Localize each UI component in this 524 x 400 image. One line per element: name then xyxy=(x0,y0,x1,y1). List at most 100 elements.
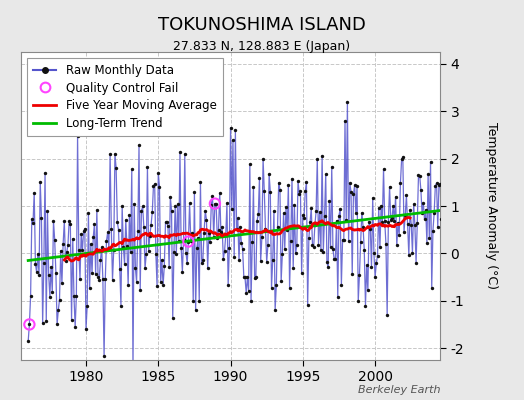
Point xyxy=(344,238,353,244)
Point xyxy=(28,216,36,222)
Point xyxy=(31,260,40,267)
Point xyxy=(256,258,265,264)
Point xyxy=(80,228,88,234)
Point xyxy=(405,252,413,259)
Point xyxy=(243,274,252,280)
Point xyxy=(148,209,157,216)
Point xyxy=(153,283,161,289)
Point xyxy=(56,296,64,303)
Point xyxy=(106,151,114,157)
Point xyxy=(302,179,311,185)
Point xyxy=(364,287,372,294)
Point xyxy=(320,213,329,220)
Point xyxy=(418,210,427,216)
Point xyxy=(283,227,291,233)
Text: 27.833 N, 128.883 E (Japan): 27.833 N, 128.883 E (Japan) xyxy=(173,40,351,53)
Point xyxy=(193,245,201,252)
Point xyxy=(365,218,373,225)
Point xyxy=(172,250,181,257)
Point xyxy=(267,285,276,291)
Point xyxy=(265,171,274,178)
Point xyxy=(325,198,334,204)
Point xyxy=(211,200,219,207)
Point xyxy=(416,172,424,179)
Point xyxy=(260,188,268,194)
Point xyxy=(397,156,406,162)
Point xyxy=(232,226,241,232)
Point xyxy=(433,224,442,230)
Point xyxy=(424,171,432,178)
Point xyxy=(179,236,188,242)
Point xyxy=(57,248,65,254)
Point xyxy=(25,321,34,328)
Point xyxy=(403,221,412,227)
Point xyxy=(187,238,195,244)
Point xyxy=(238,246,247,252)
Point xyxy=(334,294,342,300)
Point xyxy=(377,203,385,210)
Point xyxy=(420,216,429,222)
Point xyxy=(435,182,443,188)
Point xyxy=(311,222,319,229)
Point xyxy=(45,272,53,278)
Point xyxy=(93,207,101,213)
Point xyxy=(149,183,158,189)
Point xyxy=(182,250,190,256)
Point xyxy=(129,366,137,372)
Point xyxy=(184,238,193,245)
Point xyxy=(356,239,365,245)
Point xyxy=(224,282,232,288)
Point xyxy=(258,234,266,240)
Point xyxy=(253,218,261,224)
Point xyxy=(35,272,43,278)
Point xyxy=(183,260,191,267)
Point xyxy=(423,240,431,246)
Point xyxy=(191,307,200,313)
Point xyxy=(215,190,224,196)
Point xyxy=(100,353,108,360)
Point xyxy=(323,259,331,266)
Point xyxy=(212,200,220,207)
Point xyxy=(303,302,312,308)
Point xyxy=(145,248,153,254)
Point xyxy=(226,125,235,131)
Point xyxy=(246,161,254,167)
Point xyxy=(130,200,138,207)
Point xyxy=(74,247,83,253)
Point xyxy=(176,149,184,156)
Point xyxy=(376,244,384,250)
Point xyxy=(32,269,41,276)
Point xyxy=(264,242,272,248)
Point xyxy=(348,270,356,277)
Point xyxy=(209,193,217,200)
Point xyxy=(173,201,182,208)
Point xyxy=(307,205,315,211)
Point xyxy=(330,256,339,262)
Point xyxy=(201,208,210,214)
Point xyxy=(421,207,430,213)
Point xyxy=(255,174,264,181)
Point xyxy=(358,210,366,216)
Point xyxy=(234,215,242,222)
Point xyxy=(280,246,289,252)
Point xyxy=(122,217,130,223)
Point xyxy=(395,232,403,238)
Point xyxy=(102,238,111,244)
Point xyxy=(276,186,284,193)
Point xyxy=(414,172,423,179)
Point xyxy=(94,274,102,280)
Point xyxy=(178,268,187,275)
Point xyxy=(155,184,163,190)
Point xyxy=(117,302,125,309)
Point xyxy=(300,214,308,221)
Point xyxy=(244,288,253,294)
Point xyxy=(37,215,46,221)
Point xyxy=(355,272,364,278)
Point xyxy=(202,216,211,223)
Point xyxy=(308,241,316,248)
Point xyxy=(70,293,78,300)
Point xyxy=(385,184,394,190)
Point xyxy=(409,201,418,208)
Point xyxy=(294,178,302,184)
Point xyxy=(125,212,134,218)
